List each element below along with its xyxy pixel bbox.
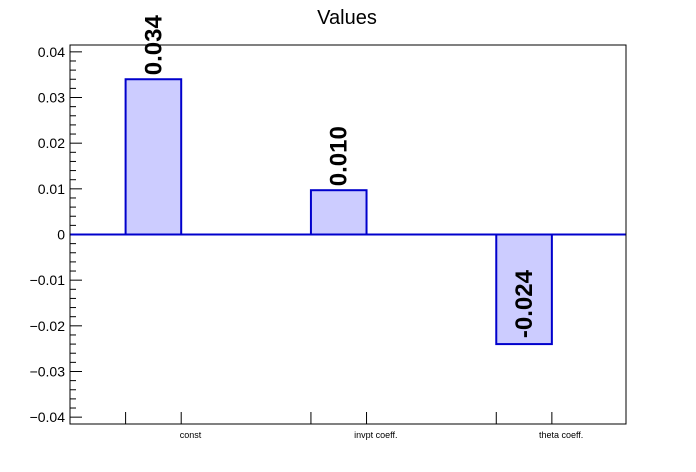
bar-1	[309, 189, 368, 236]
y-tick-label: 0	[57, 227, 65, 243]
y-tick-label: −0.04	[30, 409, 66, 425]
bar-0	[124, 78, 183, 236]
x-axis-labels: const invpt coeff. theta coeff.	[180, 430, 584, 440]
y-tick-label: 0.01	[38, 181, 65, 197]
data-label: 0.010	[326, 126, 353, 186]
y-tick-label: 0.03	[38, 90, 65, 106]
y-tick-label: 0.04	[38, 44, 65, 60]
x-tick-label: theta coeff.	[539, 430, 583, 440]
data-labels: 0.034 0.010 -0.024	[140, 15, 538, 339]
data-label: 0.034	[140, 15, 167, 76]
chart-title: Values	[317, 7, 377, 29]
x-tick-label: const	[180, 430, 202, 440]
y-tick-label: −0.02	[30, 318, 66, 334]
y-tick-label: −0.03	[30, 363, 66, 379]
bars	[124, 78, 553, 346]
y-tick-label: 0.02	[38, 135, 65, 151]
bar-2	[495, 233, 553, 346]
y-axis-labels: 0.04 0.03 0.02 0.01 0 −0.01 −0.02 −0.03 −0.04	[30, 44, 66, 425]
y-tick-label: −0.01	[30, 272, 66, 288]
y-axis-ticks	[70, 51, 82, 418]
data-label: -0.024	[511, 269, 538, 338]
x-tick-label: invpt coeff.	[354, 430, 397, 440]
x-axis-ticks	[125, 412, 553, 424]
plot-frame	[69, 44, 627, 425]
